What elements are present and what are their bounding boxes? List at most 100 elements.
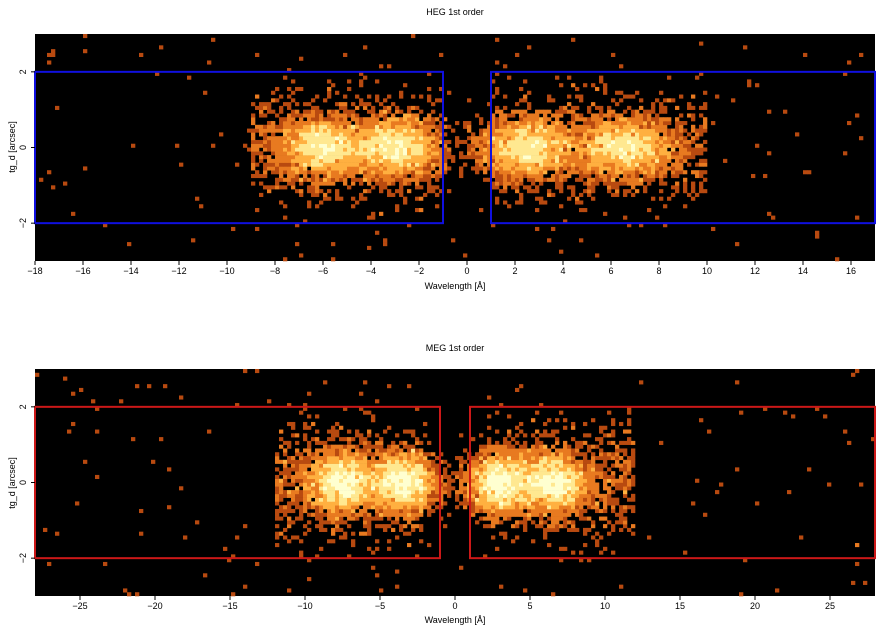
meg-count-pixel	[371, 505, 376, 510]
meg-count-pixel	[595, 486, 600, 491]
meg-count-pixel	[287, 508, 292, 514]
meg-count-pixel	[531, 433, 536, 438]
meg-count-pixel	[567, 452, 572, 457]
meg-count-pixel	[303, 474, 308, 480]
heg-count-pixel	[647, 139, 652, 145]
heg-count-pixel	[319, 121, 324, 126]
heg-count-pixel	[603, 211, 608, 216]
heg-count-pixel	[351, 181, 356, 186]
meg-title: MEG 1st order	[426, 343, 485, 353]
meg-count-pixel	[555, 418, 560, 423]
meg-count-pixel	[515, 463, 520, 468]
heg-count-pixel	[651, 121, 656, 126]
heg-count-pixel	[663, 147, 668, 152]
heg-count-pixel	[591, 143, 596, 148]
meg-count-pixel	[375, 497, 380, 502]
heg-count-pixel	[359, 71, 364, 76]
heg-count-pixel	[255, 147, 260, 152]
heg-count-pixel	[507, 113, 512, 118]
heg-count-pixel	[419, 121, 424, 126]
heg-count-pixel	[47, 52, 52, 57]
heg-count-pixel	[411, 132, 416, 137]
heg-count-pixel	[467, 98, 472, 103]
heg-count-pixel	[539, 181, 544, 186]
heg-count-pixel	[271, 147, 276, 152]
meg-count-pixel	[463, 448, 468, 453]
meg-count-pixel	[367, 429, 372, 434]
heg-count-pixel	[583, 170, 588, 175]
heg-count-pixel	[591, 83, 596, 88]
meg-count-pixel	[383, 486, 388, 491]
meg-count-pixel	[315, 512, 320, 517]
meg-count-pixel	[607, 433, 612, 438]
heg-count-pixel	[527, 117, 532, 122]
heg-count-pixel	[403, 147, 408, 152]
meg-count-pixel	[367, 459, 372, 464]
heg-count-pixel	[639, 181, 644, 186]
meg-count-pixel	[327, 520, 332, 525]
heg-count-pixel	[347, 158, 352, 163]
heg-count-pixel	[535, 162, 540, 167]
heg-count-pixel	[383, 166, 388, 171]
heg-count-pixel	[363, 124, 368, 129]
heg-count-pixel	[299, 56, 304, 61]
meg-count-pixel	[411, 527, 416, 532]
heg-count-pixel	[395, 128, 400, 133]
heg-count-pixel	[643, 121, 648, 126]
meg-count-pixel	[555, 490, 560, 495]
heg-count-pixel	[699, 41, 704, 46]
heg-count-pixel	[459, 166, 464, 171]
meg-count-pixel	[715, 490, 720, 495]
heg-count-pixel	[327, 113, 332, 118]
heg-count-pixel	[659, 162, 664, 167]
meg-count-pixel	[591, 452, 596, 457]
meg-count-pixel	[583, 531, 588, 536]
heg-count-pixel	[263, 113, 268, 118]
meg-count-pixel	[427, 486, 432, 491]
heg-count-pixel	[299, 192, 304, 197]
heg-count-pixel	[275, 139, 280, 145]
meg-count-pixel	[391, 490, 396, 495]
heg-count-pixel	[379, 158, 384, 163]
heg-count-pixel	[647, 113, 652, 118]
meg-count-pixel	[415, 554, 420, 559]
heg-count-pixel	[403, 177, 408, 182]
meg-count-pixel	[399, 512, 404, 517]
meg-count-pixel	[331, 448, 336, 453]
heg-count-pixel	[595, 124, 600, 129]
heg-count-pixel	[235, 162, 240, 167]
heg-count-pixel	[287, 94, 292, 99]
meg-count-pixel	[567, 486, 572, 491]
heg-count-pixel	[323, 181, 328, 186]
heg-count-pixel	[699, 151, 704, 156]
meg-count-pixel	[559, 546, 564, 551]
heg-count-pixel	[343, 162, 348, 167]
meg-count-pixel	[363, 437, 368, 442]
meg-count-pixel	[571, 452, 576, 457]
heg-count-pixel	[651, 102, 656, 107]
heg-count-pixel	[519, 132, 524, 137]
meg-count-pixel	[519, 444, 524, 449]
meg-count-pixel	[351, 463, 356, 468]
meg-count-pixel	[603, 486, 608, 491]
heg-count-pixel	[387, 124, 392, 129]
meg-count-pixel	[523, 456, 528, 461]
meg-count-pixel	[563, 474, 568, 480]
heg-count-pixel	[335, 177, 340, 182]
meg-count-pixel	[123, 588, 128, 593]
heg-count-pixel	[591, 189, 596, 194]
heg-count-pixel	[535, 226, 540, 232]
heg-x-axis-label: Wavelength [Å]	[425, 281, 486, 291]
heg-count-pixel	[307, 117, 312, 122]
meg-count-pixel	[339, 493, 344, 498]
heg-count-pixel	[595, 162, 600, 167]
heg-count-pixel	[515, 170, 520, 175]
heg-count-pixel	[299, 189, 304, 194]
meg-count-pixel	[539, 440, 544, 445]
heg-count-pixel	[395, 204, 400, 209]
heg-count-pixel	[355, 177, 360, 182]
meg-count-pixel	[243, 369, 248, 374]
meg-count-pixel	[303, 505, 308, 510]
heg-count-pixel	[495, 86, 500, 92]
meg-count-pixel	[579, 550, 584, 555]
